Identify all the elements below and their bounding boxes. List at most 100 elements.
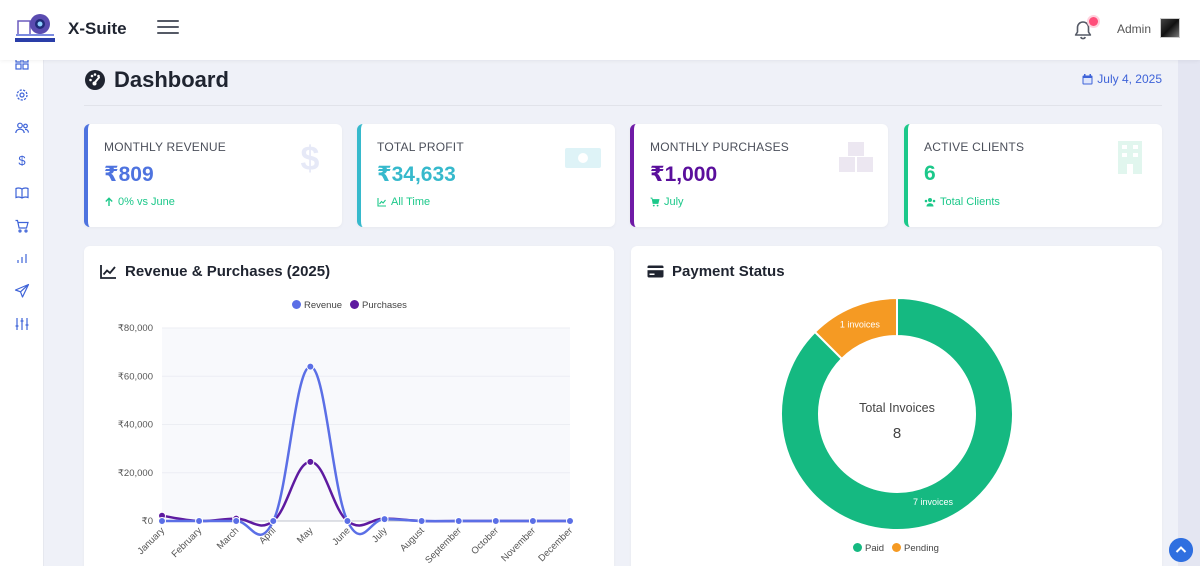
page-title: Dashboard <box>114 67 229 92</box>
card-active-clients: ACTIVE CLIENTS 6 Total Clients <box>904 124 1162 227</box>
date-text: July 4, 2025 <box>1097 72 1162 86</box>
page-header: Dashboard July 4, 2025 <box>84 64 1162 106</box>
x-tick-label: March <box>215 525 241 551</box>
x-tick-label: August <box>398 525 427 554</box>
users-icon <box>924 198 936 207</box>
card-monthly-purchases: MONTHLY PURCHASES ₹1,000 July <box>630 124 888 227</box>
card-label: TOTAL PROFIT <box>377 140 464 154</box>
book-icon[interactable] <box>14 185 30 201</box>
card-subtext: 0% vs June <box>104 196 175 208</box>
avatar[interactable] <box>1160 18 1180 38</box>
arrow-up-icon <box>105 197 113 206</box>
card-subtext: Total Clients <box>924 196 1000 208</box>
card-value: ₹809 <box>104 163 154 186</box>
chart-line-icon <box>100 265 116 279</box>
slice-label-pending: 1 invoices <box>840 319 881 329</box>
data-point-revenue[interactable] <box>269 517 278 525</box>
data-point-revenue[interactable] <box>158 517 166 525</box>
card-subtext: All Time <box>377 196 430 208</box>
legend-item-revenue[interactable]: Revenue <box>292 300 342 311</box>
card-monthly-revenue: MONTHLY REVENUE ₹809 0% vs June $ <box>84 124 342 227</box>
data-point-purchases[interactable] <box>306 457 315 466</box>
x-tick-label: October <box>469 525 501 557</box>
payment-status-chart: 7 invoices 1 invoices Total Invoices 8 <box>780 296 1014 531</box>
send-icon[interactable] <box>14 283 30 299</box>
revenue-purchases-panel: Revenue & Purchases (2025) Revenue Purch… <box>84 246 614 566</box>
top-navbar: X-Suite Admin <box>0 0 1200 60</box>
user-name[interactable]: Admin <box>1117 22 1152 36</box>
menu-toggle-icon[interactable] <box>157 20 179 36</box>
data-point-revenue[interactable] <box>343 517 352 525</box>
legend-item-paid[interactable]: Paid <box>853 543 884 554</box>
cart-icon[interactable] <box>14 218 30 234</box>
panel-title: Revenue & Purchases (2025) <box>100 263 330 280</box>
building-icon <box>1118 141 1142 174</box>
card-total-profit: TOTAL PROFIT ₹34,633 All Time <box>357 124 615 227</box>
x-tick-label: November <box>499 525 538 564</box>
card-value: ₹34,633 <box>377 163 456 186</box>
back-to-top-button[interactable] <box>1169 538 1193 562</box>
payment-panel-title: Payment Status <box>672 263 785 280</box>
x-tick-label: July <box>370 525 390 545</box>
boxes-icon <box>839 142 873 172</box>
card-subtext-label: July <box>664 196 684 208</box>
data-point-revenue[interactable] <box>380 515 389 524</box>
data-point-revenue[interactable] <box>566 517 574 525</box>
x-tick-label: September <box>423 525 464 566</box>
notification-bell-icon[interactable] <box>1072 19 1094 41</box>
card-subtext-label: All Time <box>391 196 431 208</box>
data-point-revenue[interactable] <box>454 517 463 525</box>
tachometer-icon <box>85 70 105 90</box>
y-tick-label: ₹0 <box>142 516 153 527</box>
y-tick-label: ₹20,000 <box>118 468 153 479</box>
legend-item-purchases[interactable]: Purchases <box>350 300 407 311</box>
bar-chart-icon[interactable] <box>14 250 30 266</box>
dollar-icon[interactable]: $ <box>14 152 30 168</box>
data-point-revenue[interactable] <box>195 517 204 525</box>
gear-icon[interactable] <box>14 87 30 103</box>
y-tick-label: ₹60,000 <box>118 371 153 382</box>
donut-center-value: 8 <box>893 425 901 442</box>
y-tick-label: ₹40,000 <box>118 420 153 431</box>
current-date: July 4, 2025 <box>1082 72 1162 86</box>
y-tick-label: ₹80,000 <box>118 323 153 334</box>
credit-card-icon <box>647 265 664 278</box>
card-label: MONTHLY REVENUE <box>104 140 226 154</box>
users-icon[interactable] <box>14 120 30 136</box>
slice-pending[interactable] <box>813 296 898 361</box>
sliders-icon[interactable] <box>14 316 30 332</box>
sidebar: $ <box>0 56 44 566</box>
data-point-revenue[interactable] <box>491 517 500 525</box>
cart-icon <box>650 197 660 207</box>
chart-legend: Revenue Purchases <box>292 300 407 311</box>
app-logo-icon[interactable] <box>14 11 56 45</box>
donut-legend: Paid Pending <box>853 543 939 554</box>
calendar-icon <box>1082 73 1093 84</box>
card-value: 6 <box>924 162 936 185</box>
data-point-revenue[interactable] <box>528 517 537 525</box>
data-point-revenue[interactable] <box>417 517 426 525</box>
svg-text:$: $ <box>301 140 320 174</box>
scrollbar-track[interactable] <box>1178 60 1200 566</box>
dollar-icon: $ <box>301 140 320 174</box>
card-label: MONTHLY PURCHASES <box>650 140 789 154</box>
card-subtext-label: Total Clients <box>940 196 1000 208</box>
card-subtext-label: 0% vs June <box>118 196 175 208</box>
data-point-revenue[interactable] <box>306 362 315 371</box>
legend-item-pending[interactable]: Pending <box>892 543 939 554</box>
chart-line-icon <box>377 198 386 207</box>
revenue-purchases-chart: ₹0 ₹20,000 ₹40,000 ₹60,000 ₹80,000 January Feb… <box>118 323 575 566</box>
x-tick-label: June <box>330 525 352 547</box>
revenue-panel-title: Revenue & Purchases (2025) <box>125 263 331 280</box>
x-tick-label: December <box>536 525 575 564</box>
slice-paid[interactable] <box>780 296 1014 531</box>
brand-name: X-Suite <box>68 19 127 38</box>
svg-text:$: $ <box>18 153 26 168</box>
data-point-revenue[interactable] <box>232 517 241 525</box>
card-value: ₹1,000 <box>650 163 718 186</box>
card-label: ACTIVE CLIENTS <box>924 140 1025 154</box>
money-icon <box>565 148 601 168</box>
x-tick-label: May <box>295 525 316 546</box>
notification-badge <box>1089 17 1098 26</box>
slice-label-paid: 7 invoices <box>913 497 954 507</box>
